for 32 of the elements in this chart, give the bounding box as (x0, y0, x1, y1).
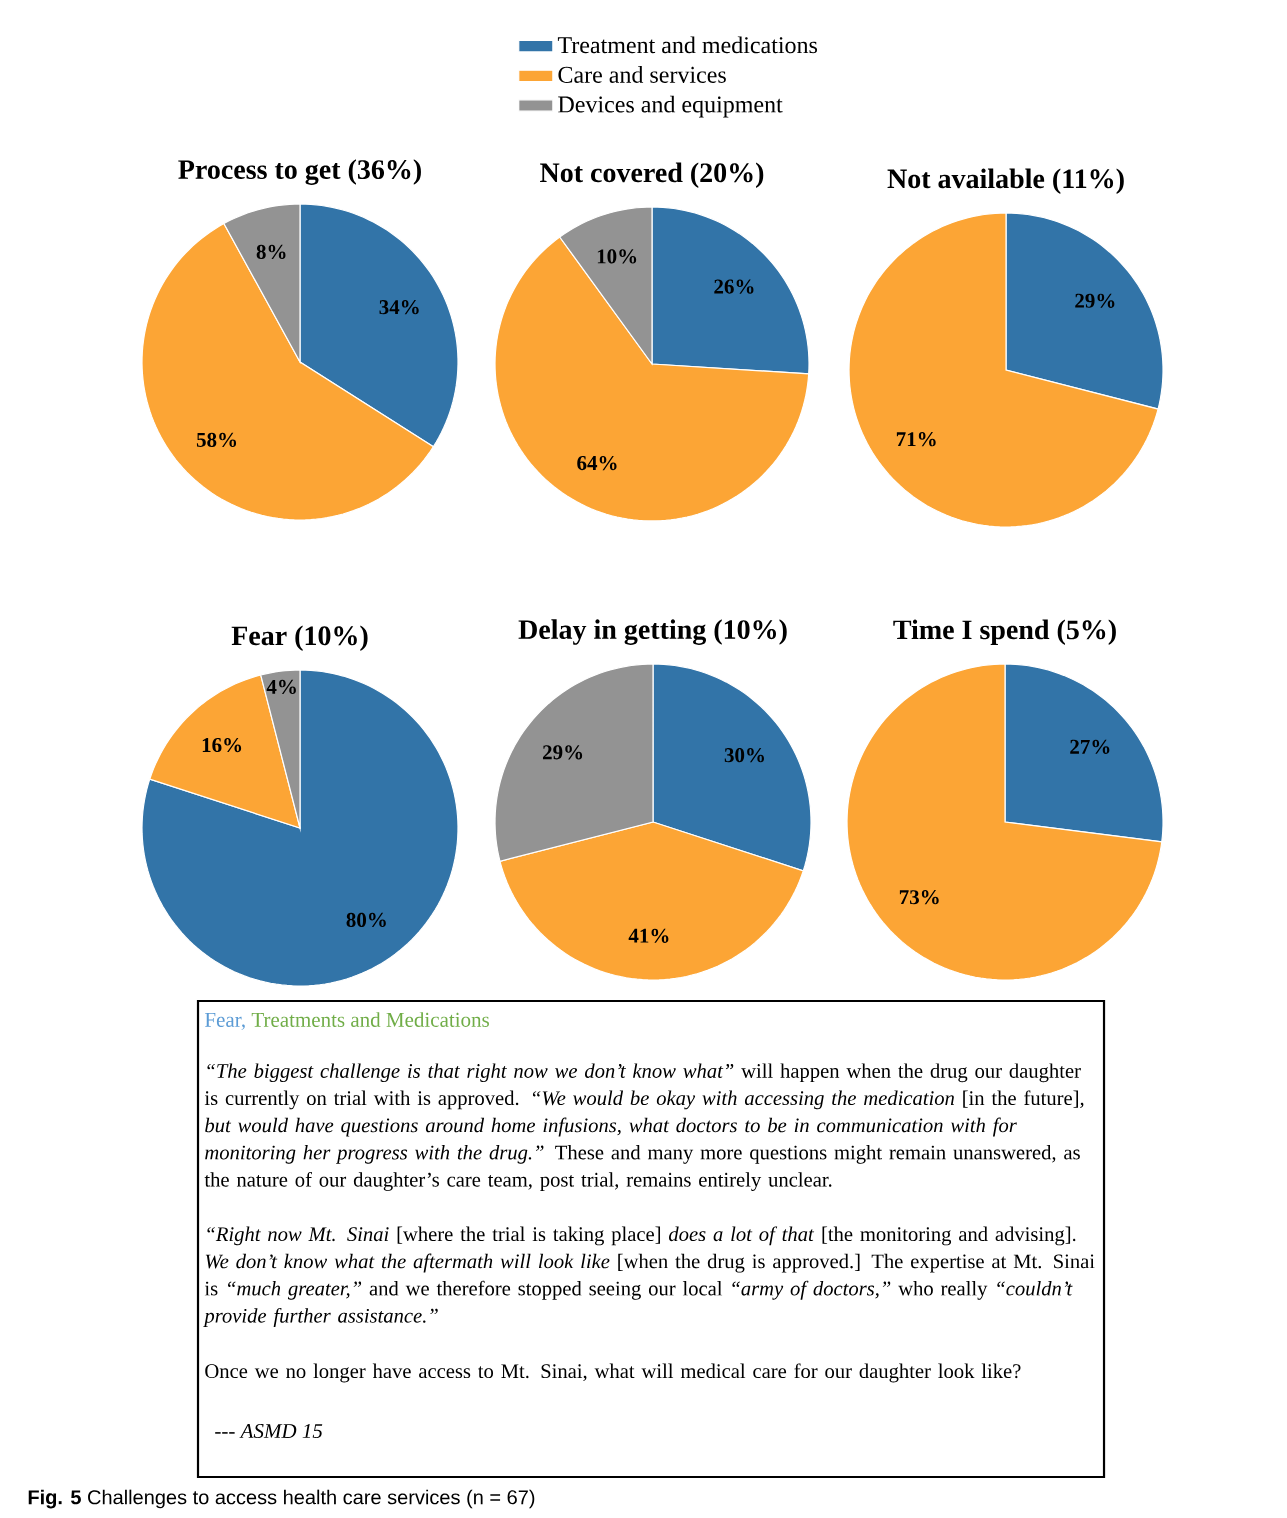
data-label: 10% (597, 249, 637, 264)
data-label: 4% (266, 679, 296, 695)
legend-label: Devices and equipment (558, 95, 783, 118)
data-label: 80% (346, 912, 386, 928)
data-label: 27% (1070, 739, 1110, 754)
chart-title: Delay in getting (10%) (518, 619, 787, 645)
chart-title: Not available (11%) (887, 168, 1124, 194)
text: --- ASMD 15 (215, 1423, 323, 1439)
data-label: 71% (896, 432, 936, 447)
data-label: 73% (899, 890, 939, 905)
data-label: 64% (577, 455, 617, 471)
data-label: 26% (714, 279, 754, 294)
text: Fear, (205, 1012, 245, 1030)
data-label: 34% (379, 300, 419, 315)
text: “The biggest challenge is that right now we don’t know what” will happen when the drug our daughter is currently on trial with is approved. “We would be okay with accessing the medication [in the future], but would have questions around home infusions, what doctors to be in communication with for monitoring her progress with the drug.” These and many more questions might remain unanswered, as the nature of our daughter’s care team, post trial, remains entirely unclear. (204, 1063, 1084, 1191)
text: Fig. 5 Challenges to access health care services (n = 67) (28, 1489, 535, 1509)
data-label: 29% (1075, 293, 1115, 308)
legend-label: Treatment and medications (557, 36, 818, 54)
text: “Right now Mt. Sinai [where the trial is taking place] does a lot of that [the monitoring and advising]. We don’t know what the aftermath will look like [when the drug is approved.] The expertise at Mt. Sinai is “much greater,” and we therefore stopped seeing our local “army of doctors,” who really “couldn’t provide further assistance.” (203, 1226, 1095, 1327)
chart-title: Time I spend (5%) (893, 619, 1116, 645)
data-label: 58% (196, 432, 237, 448)
text: Treatments and Medications (251, 1012, 489, 1027)
data-label: 30% (724, 748, 764, 763)
data-label: 29% (542, 745, 583, 760)
text: Once we no longer have access to Mt. Sinai, what will medical care for our daughter look like? (205, 1363, 1021, 1383)
chart-title: Fear (10%) (231, 625, 368, 651)
data-label: 16% (202, 737, 242, 753)
data-label: 41% (628, 928, 669, 943)
legend-label: Care and services (558, 66, 726, 83)
chart-title: Not covered (20%) (540, 162, 764, 188)
data-label: 8% (256, 244, 286, 259)
text: Process to get (36%) (178, 159, 421, 185)
